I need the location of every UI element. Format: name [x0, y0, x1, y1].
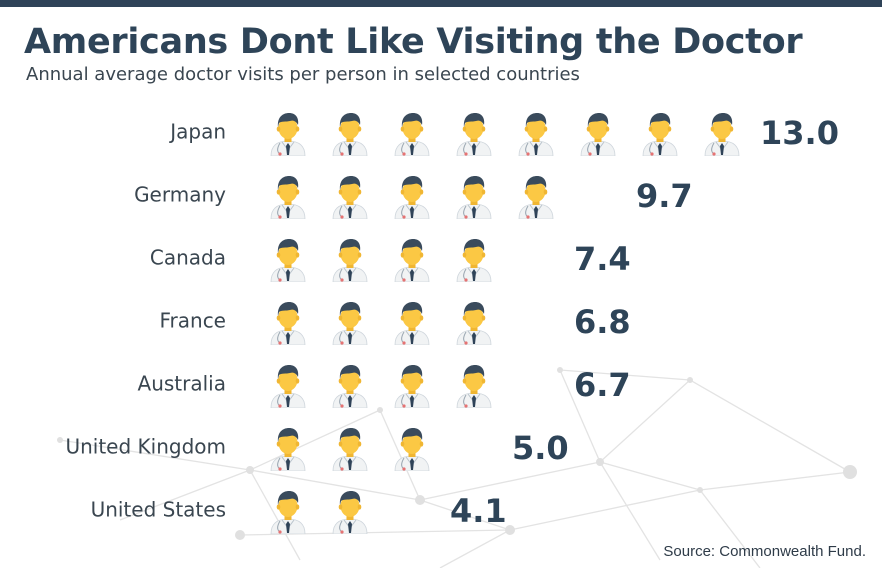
doctor-icon: [270, 427, 306, 471]
doctor-icon: [332, 112, 368, 156]
doctor-icon: [394, 112, 430, 156]
doctor-icon: [270, 364, 306, 408]
doctor-icon: [270, 238, 306, 282]
doctor-icon: [394, 427, 430, 471]
doctor-icon: [518, 175, 554, 219]
value-label: 5.0: [512, 429, 569, 467]
value-label: 13.0: [760, 114, 839, 152]
doctor-icon-partial: [411, 490, 430, 534]
doctor-icon-partial: [580, 175, 616, 219]
doctor-icon: [394, 301, 430, 345]
doctor-icon-partial: [490, 427, 492, 471]
category-label: United States: [91, 498, 226, 522]
category-label: Australia: [138, 372, 226, 396]
category-label: Germany: [134, 183, 226, 207]
doctor-icon-partial: [548, 301, 554, 345]
doctor-icon: [394, 364, 430, 408]
chart-subtitle: Annual average doctor visits per person …: [26, 64, 580, 85]
doctor-icon: [704, 112, 740, 156]
doctor-icon: [332, 490, 368, 534]
doctor-icon: [394, 238, 430, 282]
category-label: Canada: [150, 246, 226, 270]
doctor-icon: [642, 112, 678, 156]
value-label: 6.8: [574, 303, 631, 341]
category-label: Japan: [168, 120, 226, 144]
doctor-icon: [456, 364, 492, 408]
doctor-icon: [518, 112, 554, 156]
doctor-icon-partial: [533, 238, 554, 282]
doctor-icon: [580, 112, 616, 156]
doctor-icon: [332, 301, 368, 345]
top-bar: [0, 0, 882, 7]
doctor-icon: [332, 238, 368, 282]
chart-title: Americans Dont Like Visiting the Doctor: [24, 22, 803, 62]
category-label: United Kingdom: [65, 435, 226, 459]
doctor-icon: [270, 490, 306, 534]
doctor-icon: [456, 112, 492, 156]
doctor-icon: [332, 364, 368, 408]
source-note: Source: Commonwealth Fund.: [663, 543, 866, 560]
doctor-icon-partial: [551, 364, 554, 408]
doctor-icon: [270, 301, 306, 345]
value-label: 6.7: [574, 366, 631, 404]
value-label: 4.1: [450, 492, 507, 530]
doctor-icon: [332, 175, 368, 219]
value-label: 7.4: [574, 240, 631, 278]
doctor-icon: [270, 112, 306, 156]
doctor-icon: [394, 175, 430, 219]
doctor-icon: [270, 175, 306, 219]
value-label: 9.7: [636, 177, 693, 215]
category-label: France: [159, 309, 226, 333]
doctor-icon: [456, 301, 492, 345]
doctor-icon: [456, 238, 492, 282]
doctor-icon: [456, 175, 492, 219]
doctor-icon: [332, 427, 368, 471]
